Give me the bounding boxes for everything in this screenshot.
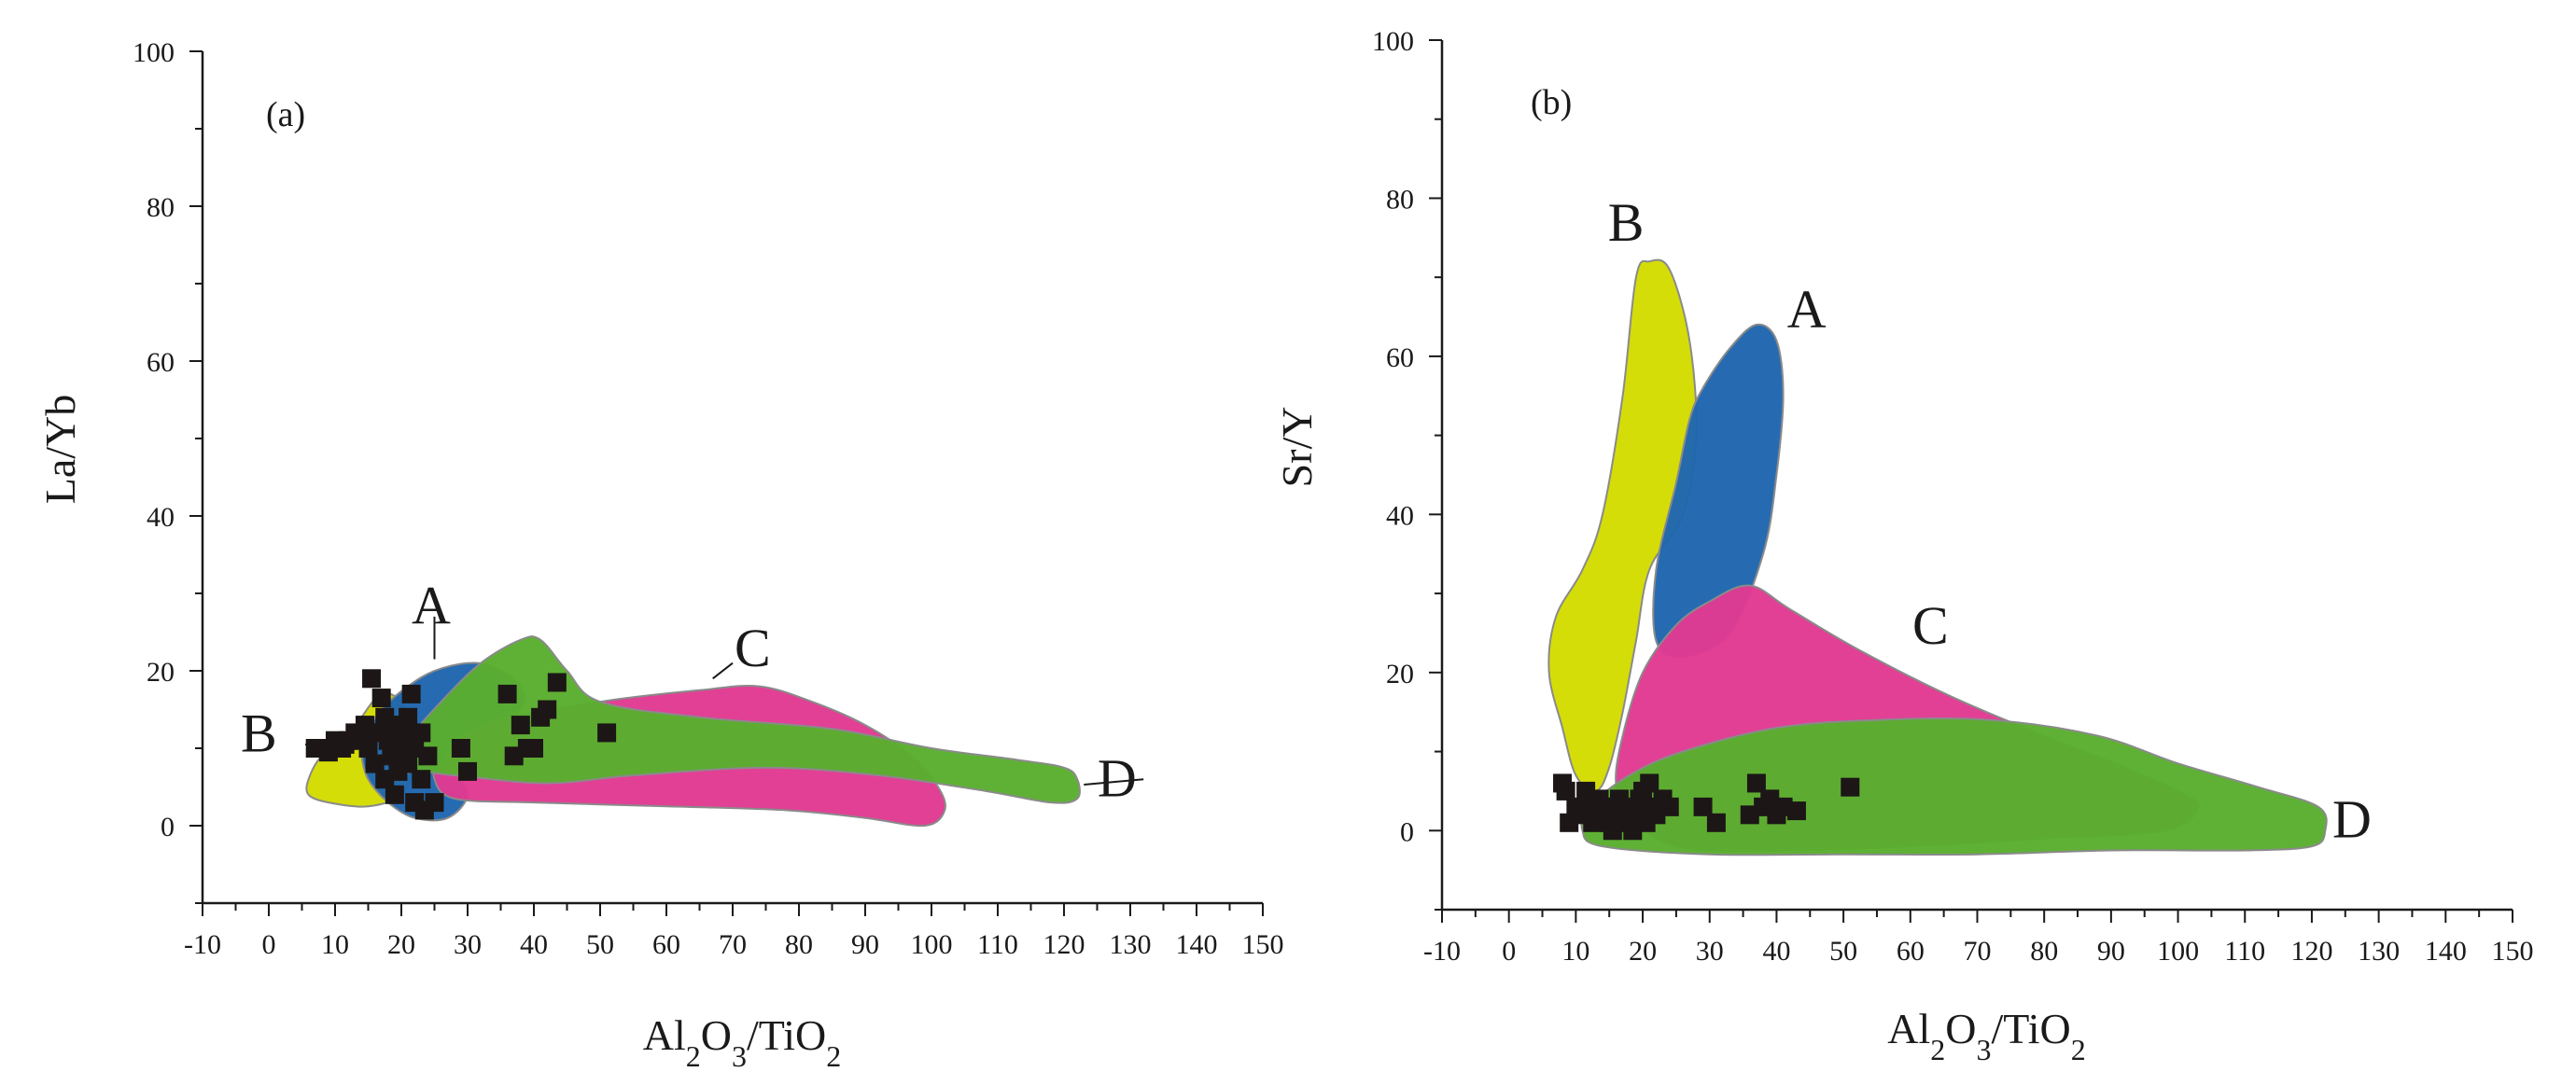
x-tick-label: 40 [1762, 936, 1790, 967]
y-tick-label: 40 [147, 502, 175, 533]
x-tick-label: 140 [2425, 936, 2467, 967]
sample-point [1786, 801, 1806, 821]
x-tick-label: 20 [387, 929, 415, 960]
sample-point [597, 723, 617, 743]
x-tick-label: 130 [1110, 929, 1152, 960]
x-tick-label: 90 [2097, 936, 2125, 967]
x-tick-label: 30 [1696, 936, 1724, 967]
sample-point [371, 689, 391, 708]
x-tick-label: 60 [652, 929, 680, 960]
x-tick-label: 70 [719, 929, 747, 960]
x-tick-label: 100 [911, 929, 953, 960]
field-layer [1547, 258, 2328, 856]
y-tick-label: 100 [1372, 26, 1414, 57]
x-tick-label: 0 [262, 929, 276, 960]
sample-point [458, 761, 477, 781]
sample-point [395, 723, 414, 743]
x-tick-label: -10 [1423, 936, 1461, 967]
field-c-leader-line [712, 661, 734, 680]
x-tick-label: 0 [1502, 936, 1516, 967]
x-tick-label: -10 [184, 929, 221, 960]
sample-point [497, 684, 517, 703]
x-tick-label: 120 [2290, 936, 2332, 967]
y-tick-label: 20 [147, 657, 175, 688]
x-tick-label: 90 [851, 929, 879, 960]
field-label-b: B [1608, 192, 1645, 253]
sample-point [401, 684, 421, 703]
field-b-region [1547, 258, 1698, 793]
y-tick-label: 20 [1386, 659, 1414, 689]
x-tick-label: 110 [977, 929, 1018, 960]
sample-point [1640, 773, 1659, 793]
sample-point [362, 669, 382, 689]
sample-point [365, 754, 385, 773]
y-tick-label: 0 [1400, 816, 1414, 847]
y-tick-label: 0 [161, 812, 175, 842]
field-label-d: D [2332, 789, 2372, 850]
y-tick-label: 60 [1386, 342, 1414, 373]
x-tick-label: 140 [1176, 929, 1218, 960]
x-tick-label: 80 [785, 929, 813, 960]
sample-point [525, 739, 543, 758]
sample-point [538, 700, 557, 719]
sample-point [418, 746, 438, 766]
panel-label: (a) [266, 95, 305, 134]
sample-point [1746, 773, 1766, 793]
x-tick-label: 10 [1561, 936, 1589, 967]
x-tick-label: 100 [2157, 936, 2199, 967]
sample-point [1693, 797, 1713, 816]
x-tick-label: 150 [2492, 936, 2534, 967]
field-d-leader-line [1084, 778, 1144, 787]
x-tick-label: 50 [586, 929, 614, 960]
sample-point [1659, 797, 1679, 816]
panel-b: -10 0 10 20 30 40 50 60 70 80 90 100 110 120 130 140 150… [1273, 26, 2534, 1066]
y-tick-label: 40 [1386, 500, 1414, 531]
y-tick-label: 80 [1386, 184, 1414, 215]
sample-layer [305, 669, 617, 820]
sample-point [399, 754, 418, 773]
y-tick-label: 60 [147, 347, 175, 378]
x-tick-label: 40 [520, 929, 548, 960]
sample-point [547, 673, 567, 692]
x-axis-label: Al2O3/TiO2 [643, 1011, 842, 1073]
x-tick-label: 70 [1964, 936, 1992, 967]
x-tick-label: 120 [1043, 929, 1085, 960]
sample-point [1841, 777, 1860, 797]
sample-point [1556, 781, 1575, 801]
x-tick-label: 20 [1629, 936, 1657, 967]
y-axis-label: Sr/Y [1273, 407, 1321, 488]
field-label-a: A [1787, 279, 1827, 340]
x-tick-label: 130 [2358, 936, 2400, 967]
x-tick-label: 60 [1897, 936, 1925, 967]
y-tick-label: 100 [133, 37, 175, 68]
y-axis-label: La/Yb [36, 395, 84, 505]
x-tick-label: 10 [321, 929, 349, 960]
field-label-c: C [1912, 595, 1949, 656]
sample-point [511, 716, 530, 735]
field-label-b: B [241, 703, 277, 763]
field-label-a: A [412, 575, 451, 635]
sample-point [1706, 813, 1726, 832]
sample-layer [1553, 773, 1860, 841]
sample-point [425, 793, 444, 813]
sample-point [412, 770, 431, 789]
sample-point [385, 785, 404, 804]
panel-label: (b) [1531, 83, 1572, 122]
sample-point [412, 723, 431, 743]
field-label-c: C [735, 618, 771, 678]
y-tick-label: 80 [147, 192, 175, 223]
field-label-d: D [1098, 748, 1137, 809]
x-tick-label: 30 [454, 929, 482, 960]
sample-point [399, 707, 418, 727]
x-tick-label: 110 [2224, 936, 2265, 967]
field-layer [305, 635, 1081, 828]
panel-a: -10 0 10 20 30 40 50 60 70 80 90 100 110 120 130 140 150… [36, 37, 1284, 1073]
x-tick-label: 150 [1242, 929, 1284, 960]
sample-point [451, 739, 470, 758]
sample-point [358, 739, 378, 758]
x-tick-label: 80 [2030, 936, 2058, 967]
x-tick-label: 50 [1829, 936, 1857, 967]
x-axis-label: Al2O3/TiO2 [1887, 1005, 2086, 1066]
